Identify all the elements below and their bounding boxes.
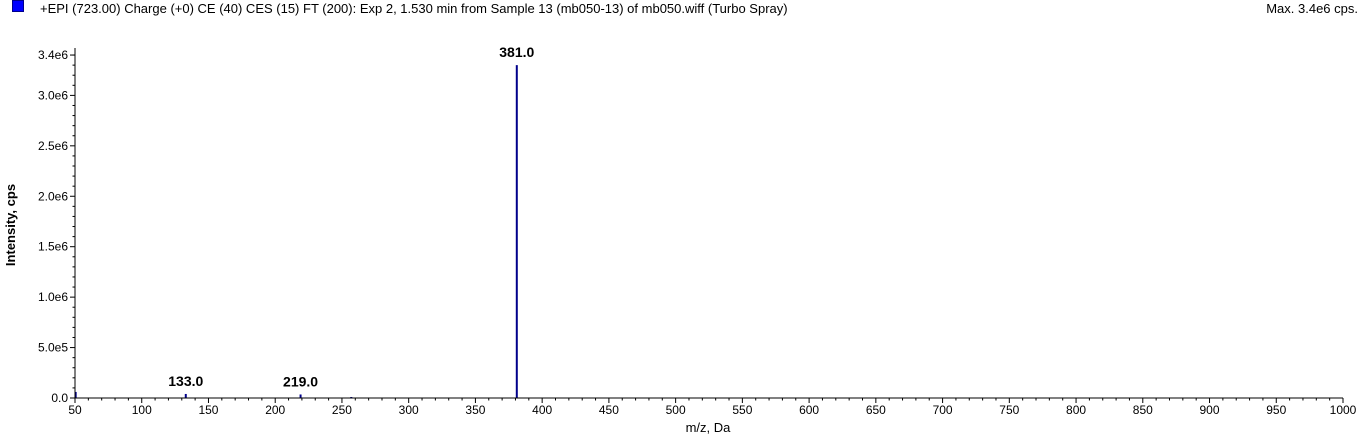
x-tick-label: 350	[465, 403, 485, 417]
y-tick-label: 3.4e6	[38, 48, 68, 62]
x-tick-label: 550	[732, 403, 752, 417]
y-tick-label: 1.0e6	[38, 290, 68, 304]
x-tick-label: 850	[1133, 403, 1153, 417]
peak-label: 133.0	[168, 373, 203, 389]
chart-header-title: +EPI (723.00) Charge (+0) CE (40) CES (1…	[40, 1, 788, 16]
x-tick-label: 300	[399, 403, 419, 417]
x-tick-label: 250	[332, 403, 352, 417]
y-axis-title: Intensity, cps	[3, 184, 18, 266]
y-tick-label: 5.0e5	[38, 341, 68, 355]
x-tick-label: 150	[198, 403, 218, 417]
y-tick-label: 0.0	[51, 391, 68, 405]
x-tick-label: 50	[68, 403, 82, 417]
max-intensity-label: Max. 3.4e6 cps.	[1266, 1, 1358, 16]
x-axis-title: m/z, Da	[686, 420, 732, 435]
peak-label: 219.0	[283, 373, 318, 389]
x-tick-label: 500	[666, 403, 686, 417]
x-tick-label: 600	[799, 403, 819, 417]
x-tick-label: 950	[1266, 403, 1286, 417]
x-tick-label: 900	[1200, 403, 1220, 417]
y-tick-label: 1.5e6	[38, 240, 68, 254]
y-tick-label: 3.0e6	[38, 88, 68, 102]
y-tick-label: 2.5e6	[38, 139, 68, 153]
x-tick-label: 800	[1066, 403, 1086, 417]
x-tick-label: 700	[933, 403, 953, 417]
y-tick-label: 2.0e6	[38, 189, 68, 203]
x-tick-label: 100	[132, 403, 152, 417]
x-tick-label: 650	[866, 403, 886, 417]
x-tick-label: 200	[265, 403, 285, 417]
x-tick-label: 1000	[1330, 403, 1357, 417]
x-tick-label: 750	[999, 403, 1019, 417]
legend-swatch	[12, 0, 24, 12]
x-tick-label: 400	[532, 403, 552, 417]
x-tick-label: 450	[599, 403, 619, 417]
peak-label: 381.0	[499, 44, 534, 60]
